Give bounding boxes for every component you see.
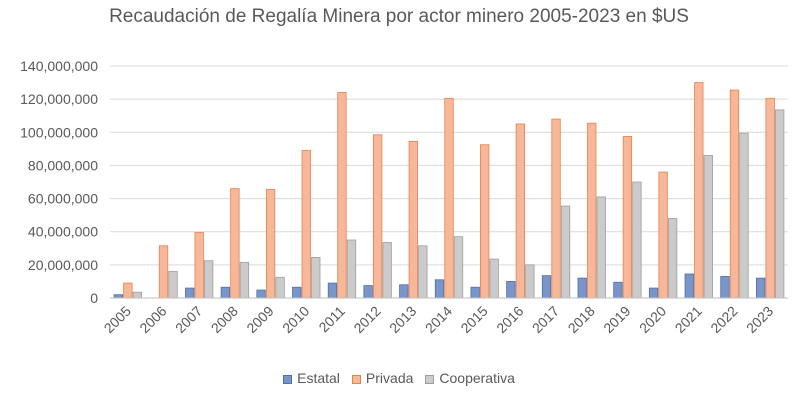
x-tick-label: 2011 [315,303,348,336]
bar-cooperativa-2010 [311,256,321,299]
x-tick-label: 2010 [279,303,312,336]
x-tick-label: 2015 [457,303,490,336]
bar-cooperativa-2013 [418,245,428,299]
x-tick-label: 2009 [243,303,276,336]
bar-estatal-2018 [577,277,587,299]
bar-privada-2008 [230,188,240,299]
y-tick-label: 60,000,000 [28,191,98,207]
bar-cooperativa-2006 [168,271,178,299]
x-tick-label: 2007 [172,303,205,336]
bar-privada-2013 [408,140,418,299]
x-tick-label: 2021 [672,303,705,336]
bar-cooperativa-2020 [667,218,678,299]
bar-estatal-2016 [506,281,516,299]
y-tick-label: 80,000,000 [28,157,98,173]
bar-cooperativa-2011 [346,239,357,299]
bar-privada-2015 [480,144,490,299]
bar-privada-2009 [265,189,276,299]
y-tick-label: 120,000,000 [20,91,98,107]
bar-privada-2022 [729,89,740,299]
x-tick-label: 2016 [493,303,526,336]
bar-estatal-2023 [756,277,766,299]
bar-privada-2012 [372,134,383,299]
bar-privada-2023 [765,97,775,299]
bar-privada-2018 [587,122,597,299]
x-tick-label: 2006 [136,303,169,336]
x-tick-label: 2012 [350,303,383,336]
bar-estatal-2021 [684,273,694,299]
x-tick-label: 2005 [101,303,134,336]
x-tick-label: 2020 [636,303,669,336]
bar-privada-2019 [622,136,633,299]
bar-cooperativa-2012 [382,242,392,299]
bar-cooperativa-2022 [739,132,749,299]
legend-label: Privada [365,370,414,386]
legend-item-cooperativa: Cooperativa [425,370,515,386]
bar-estatal-2013 [399,284,409,299]
bar-cooperativa-2008 [239,261,250,299]
bar-cooperativa-2009 [275,276,285,299]
bar-cooperativa-2021 [703,155,713,299]
bar-privada-2017 [551,118,561,299]
bar-estatal-2019 [613,281,623,299]
y-tick-label: 0 [90,290,98,306]
bar-privada-2020 [658,171,668,299]
bar-estatal-2010 [292,286,302,299]
bar-cooperativa-2016 [525,264,535,299]
bar-cooperativa-2018 [596,196,606,299]
bar-cooperativa-2015 [489,258,499,299]
bar-cooperativa-2005 [132,291,142,299]
x-tick-label: 2008 [208,303,241,336]
y-tick-label: 100,000,000 [20,124,98,140]
bar-privada-2010 [301,150,311,299]
legend-swatch [283,375,293,384]
y-tick-label: 40,000,000 [28,224,98,240]
bar-estatal-2008 [220,286,231,299]
bar-cooperativa-2017 [560,205,571,299]
x-tick-label: 2023 [743,303,776,336]
y-tick-label: 20,000,000 [28,257,98,273]
bar-privada-2006 [158,245,169,299]
legend-swatch [351,375,361,384]
bar-privada-2005 [123,282,133,299]
bar-privada-2016 [515,123,526,299]
bar-privada-2021 [694,82,704,299]
x-tick-label: 2022 [707,303,740,336]
bar-privada-2007 [194,232,204,299]
x-tick-label: 2018 [565,303,598,336]
bar-estatal-2011 [327,282,338,299]
x-tick-label: 2014 [422,303,455,336]
bar-estatal-2012 [363,285,373,299]
legend: Estatal Privada Cooperativa [0,370,798,386]
bar-privada-2014 [444,97,454,299]
legend-item-estatal: Estatal [283,370,340,386]
legend-label: Cooperativa [439,370,515,386]
legend-swatch [425,375,435,384]
y-tick-label: 140,000,000 [20,58,98,74]
bar-estatal-2007 [185,287,195,299]
bar-estatal-2009 [256,289,266,299]
bar-estatal-2020 [648,287,659,299]
x-tick-label: 2019 [600,303,633,336]
bar-estatal-2015 [470,286,480,299]
bar-estatal-2017 [541,275,552,299]
bar-privada-2011 [337,92,347,299]
bar-estatal-2014 [434,279,445,299]
x-tick-label: 2013 [386,303,419,336]
chart-title: Recaudación de Regalía Minera por actor … [109,6,689,27]
x-tick-label: 2017 [529,303,562,336]
legend-item-privada: Privada [351,370,414,386]
bar-cooperativa-2014 [453,236,464,299]
bar-estatal-2022 [720,276,730,299]
legend-label: Estatal [297,370,340,386]
bar-cooperativa-2007 [204,260,214,299]
bar-cooperativa-2019 [632,181,642,299]
bar-cooperativa-2023 [775,109,785,299]
